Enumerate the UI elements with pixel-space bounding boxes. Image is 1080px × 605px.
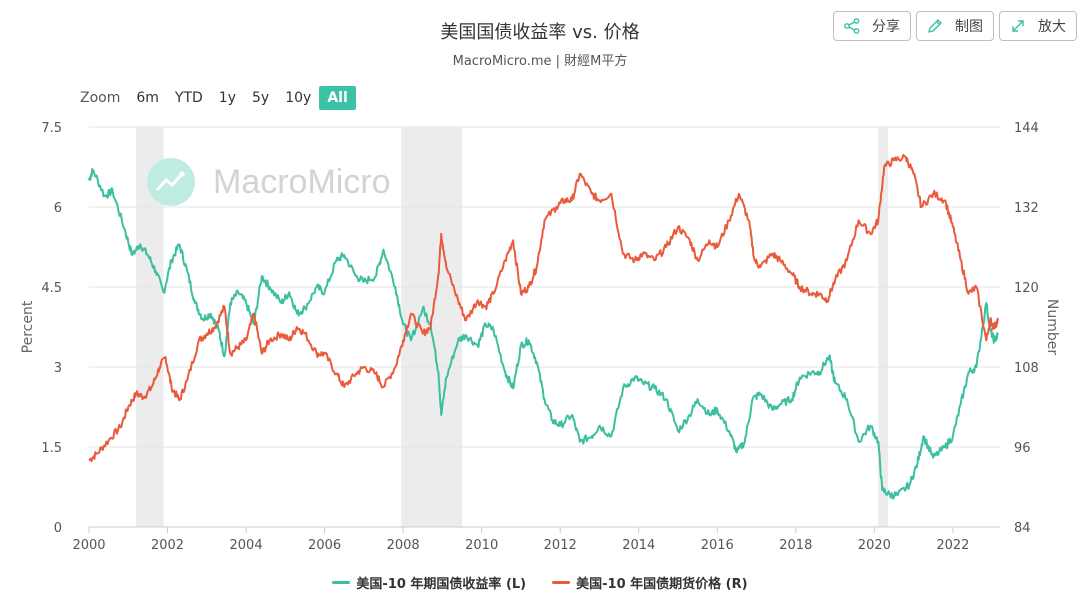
x-tick-label: 2018 — [779, 538, 812, 553]
y-left-tick-label: 4.5 — [41, 281, 62, 296]
x-tick-label: 2004 — [230, 538, 263, 553]
y-left-tick-label: 0 — [54, 521, 62, 536]
share-icon — [844, 18, 860, 34]
zoom-6m-button[interactable]: 6m — [136, 90, 159, 106]
y-right-axis-title: Number — [1044, 299, 1060, 355]
zoom-bar: Zoom 6m YTD 1y 5y 10y All — [80, 86, 356, 110]
y-left-tick-label: 7.5 — [41, 121, 62, 136]
share-label: 分享 — [872, 19, 900, 35]
y-right-tick-label: 96 — [1014, 441, 1031, 456]
y-right-tick-label: 120 — [1014, 281, 1039, 296]
draw-chart-button[interactable]: 制图 — [916, 11, 994, 41]
legend: 美国-10 年期国债收益率 (L) 美国-10 年国债期货价格 (R) — [0, 573, 1080, 592]
x-tick-label: 2002 — [151, 538, 184, 553]
expand-button[interactable]: 放大 — [999, 11, 1077, 41]
legend-swatch-price — [552, 581, 571, 584]
chart-subtitle: MacroMicro.me | 財經M平方 — [452, 54, 628, 69]
y-right-tick-label: 84 — [1014, 521, 1031, 536]
y-left-tick-label: 6 — [54, 201, 62, 216]
share-button[interactable]: 分享 — [833, 11, 911, 41]
legend-item-yield[interactable]: 美国-10 年期国债收益率 (L) — [332, 573, 526, 592]
y-right-tick-label: 132 — [1014, 201, 1039, 216]
x-tick-label: 2016 — [701, 538, 734, 553]
x-tick-label: 2000 — [72, 538, 105, 553]
pencil-icon — [928, 19, 942, 33]
x-tick-label: 2006 — [308, 538, 341, 553]
zoom-label: Zoom — [80, 90, 121, 106]
x-tick-label: 2020 — [858, 538, 891, 553]
price-series-line — [88, 153, 999, 463]
expand-label: 放大 — [1038, 19, 1066, 35]
watermark-logo-icon — [147, 158, 195, 206]
zoom-10y-button[interactable]: 10y — [285, 90, 312, 106]
toolbar: 分享 制图 放大 — [833, 11, 1077, 41]
legend-label-price: 美国-10 年国债期货价格 (R) — [576, 577, 748, 592]
watermark: MacroMicro — [147, 158, 391, 206]
draw-chart-label: 制图 — [955, 19, 983, 35]
watermark-text: MacroMicro — [213, 162, 391, 201]
x-tick-label: 2010 — [465, 538, 498, 553]
recession-band — [878, 127, 889, 527]
yield-series-line — [88, 168, 999, 500]
legend-item-price[interactable]: 美国-10 年国债期货价格 (R) — [552, 573, 748, 592]
x-tick-label: 2012 — [544, 538, 577, 553]
y-right-tick-label: 144 — [1014, 121, 1039, 136]
y-left-tick-label: 3 — [54, 361, 62, 376]
zoom-ytd-button[interactable]: YTD — [174, 90, 203, 106]
legend-swatch-yield — [332, 581, 351, 584]
y-right-tick-label: 108 — [1014, 361, 1039, 376]
expand-icon — [1012, 20, 1024, 32]
x-tick-label: 2014 — [622, 538, 655, 553]
legend-label-yield: 美国-10 年期国债收益率 (L) — [356, 577, 527, 592]
x-tick-label: 2008 — [387, 538, 420, 553]
zoom-all-button[interactable]: All — [319, 86, 356, 110]
chart-title: 美国国债收益率 vs. 价格 — [440, 22, 640, 43]
y-left-axis-title: Percent — [20, 300, 36, 353]
y-left-tick-label: 1.5 — [41, 441, 62, 456]
zoom-5y-button[interactable]: 5y — [252, 90, 270, 106]
zoom-1y-button[interactable]: 1y — [218, 90, 236, 106]
x-tick-label: 2022 — [936, 538, 969, 553]
